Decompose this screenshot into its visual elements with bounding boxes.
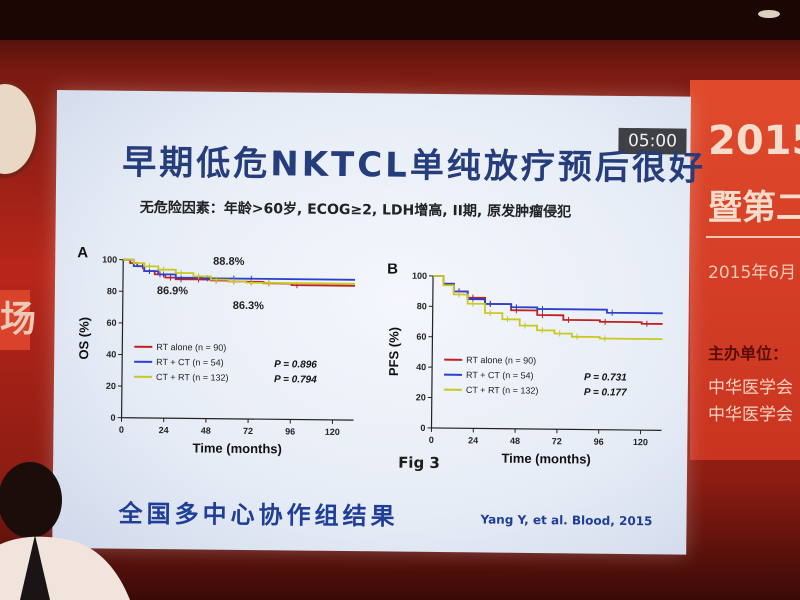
panel-label: B [387, 263, 398, 277]
x-tick-label: 0 [429, 435, 434, 445]
y-tick-label: 100 [412, 271, 427, 281]
x-tick-label: 48 [510, 436, 520, 446]
conference-backdrop [690, 80, 800, 460]
x-tick-label: 24 [159, 425, 169, 435]
x-axis-label: Time (months) [501, 451, 590, 467]
x-tick-label: 48 [201, 426, 211, 436]
survival-annotation: 88.8% [213, 256, 245, 268]
survival-curve [123, 258, 355, 285]
p-value: P = 0.731 [584, 372, 627, 383]
speaker-silhouette [0, 462, 130, 600]
survival-annotation: 86.9% [157, 285, 189, 297]
x-tick-label: 96 [285, 426, 295, 436]
citation: Yang Y, et al. Blood, 2015 [480, 512, 653, 529]
left-backdrop-glyph: 场 [0, 290, 36, 350]
y-tick-label: 80 [107, 286, 117, 296]
y-tick-label: 20 [416, 392, 426, 402]
ceiling-light [758, 10, 780, 18]
pfs-survival-plot: B 0 20 40 60 80 100 0 24 48 72 96 120 Time (months) PF… [386, 263, 663, 467]
slide-title: 早期低危NKTCL单纯放疗预后很好 [122, 142, 707, 189]
backdrop-divider [706, 236, 800, 238]
y-tick-label: 40 [106, 349, 116, 359]
y-axis-label: OS (%) [76, 317, 91, 360]
x-tick-label: 96 [594, 437, 604, 447]
x-tick-label: 120 [633, 437, 648, 447]
y-tick-label: 100 [102, 254, 117, 264]
legend-entry: CT + RT (n = 132) [466, 385, 539, 396]
y-axis [120, 259, 124, 418]
x-tick-label: 72 [243, 426, 253, 436]
y-axis [430, 275, 434, 428]
p-value: P = 0.177 [584, 387, 627, 398]
figure-label: Fig 3 [398, 453, 441, 473]
y-tick-label: 20 [106, 381, 116, 391]
y-tick-label: 60 [416, 332, 426, 342]
backdrop-subtitle: 暨第二 [708, 188, 800, 228]
p-value: P = 0.794 [274, 374, 317, 385]
backdrop-year: 2015 [708, 118, 800, 164]
survival-curve [433, 275, 663, 315]
legend-entry: CT + RT (n = 132) [156, 372, 229, 383]
legend-entry: RT alone (n = 90) [156, 342, 226, 353]
backdrop-host-label: 主办单位： [708, 344, 789, 363]
os-survival-plot: A 0 20 40 60 80 100 0 24 48 72 96 120 Time (months) OS… [76, 245, 356, 456]
backdrop-date: 2015年6月 [708, 263, 797, 283]
x-axis-label: Time (months) [193, 440, 282, 456]
backdrop-org-1: 中华医学会 [708, 378, 793, 398]
y-tick-label: 60 [106, 318, 116, 328]
x-axis [121, 417, 354, 421]
slide-subtitle: 无危险因素：年龄>60岁, ECOG≥2, LDH增高, II期, 原发肿瘤侵犯 [139, 199, 572, 221]
panel-label: A [77, 245, 88, 261]
survival-curve [433, 275, 663, 341]
backdrop-org-2: 中华医学会 [708, 405, 793, 425]
projected-slide: 05:00 早期低危NKTCL单纯放疗预后很好 无危险因素：年龄>60岁, EC… [52, 90, 706, 555]
x-tick-label: 72 [552, 436, 562, 446]
slide-summary: 全国多中心协作组结果 [118, 498, 399, 531]
y-tick-label: 0 [420, 423, 425, 433]
y-axis-label: PFS (%) [386, 327, 402, 376]
x-tick-label: 0 [119, 425, 124, 435]
x-axis [431, 427, 662, 431]
survival-annotation: 86.3% [233, 300, 265, 312]
p-value: P = 0.896 [274, 359, 317, 370]
legend-entry: RT + CT (n = 54) [156, 357, 224, 368]
legend-entry: RT alone (n = 90) [466, 355, 536, 366]
y-tick-label: 0 [111, 413, 116, 423]
x-tick-label: 24 [468, 435, 478, 445]
y-tick-label: 40 [416, 362, 426, 372]
y-tick-label: 80 [417, 301, 427, 311]
ceiling [0, 0, 800, 40]
legend-entry: RT + CT (n = 54) [466, 370, 534, 381]
survival-curve [123, 258, 356, 281]
x-tick-label: 120 [325, 427, 340, 437]
